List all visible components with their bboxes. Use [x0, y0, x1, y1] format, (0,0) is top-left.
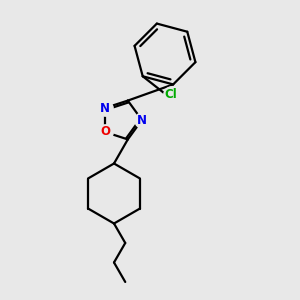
Text: Cl: Cl: [165, 88, 178, 101]
Text: O: O: [100, 125, 110, 139]
Text: N: N: [100, 101, 110, 115]
Text: N: N: [137, 113, 147, 127]
